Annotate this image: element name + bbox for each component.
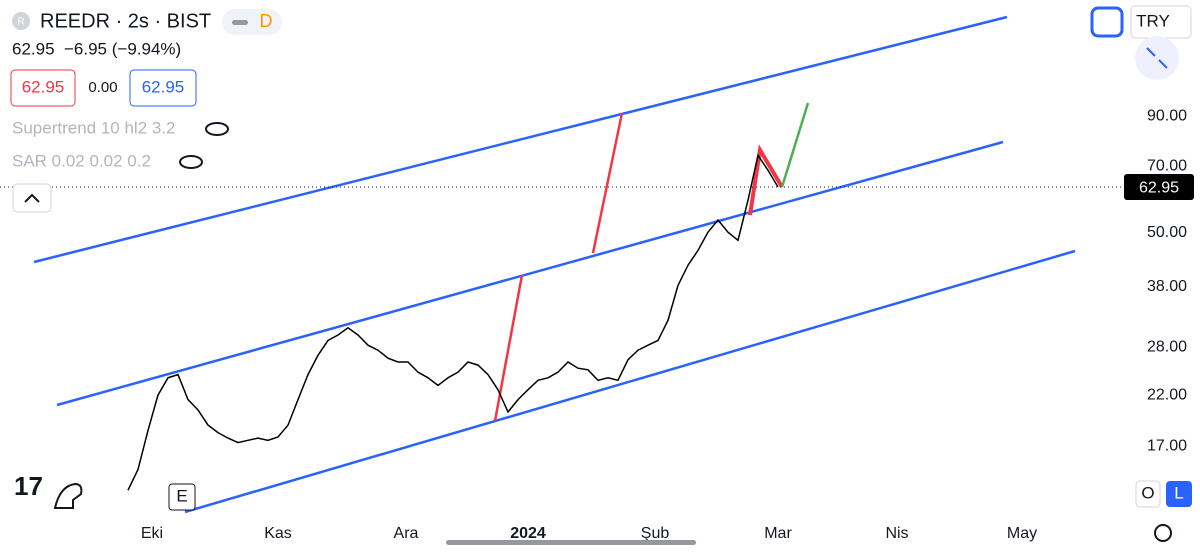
projection-line xyxy=(591,112,624,254)
plot: 17.00 22.00 28.00 38.00 50.00 70.00 90.00 Eki Ka… xyxy=(0,108,1194,542)
scrollbar[interactable] xyxy=(446,540,696,545)
ask: 62.95 xyxy=(142,77,185,96)
y-tick-label: 90.00 xyxy=(1147,108,1187,125)
compress-button[interactable] xyxy=(1135,36,1179,80)
badge: D xyxy=(260,11,273,31)
y-tick-label: 28.00 xyxy=(1147,339,1187,356)
mascot-icon xyxy=(53,482,83,509)
scale-label: E xyxy=(176,486,187,505)
compress-icon xyxy=(1146,47,1168,69)
chevron xyxy=(24,193,40,203)
x-tick-label: 2024 xyxy=(510,525,546,542)
tv-logo: 17 xyxy=(14,471,43,501)
spread: 0.00 xyxy=(88,79,117,96)
last-price-tag xyxy=(1124,174,1194,201)
hide-icon[interactable] xyxy=(205,122,229,136)
drawings xyxy=(33,15,1076,514)
symbol: REEDR · 2s · BIST xyxy=(40,10,211,32)
option: L xyxy=(1174,483,1183,502)
x-tick-label: Nis xyxy=(885,525,908,542)
indicator: Supertrend 10 hl2 3.2 xyxy=(12,118,176,137)
projection-line xyxy=(780,102,810,188)
change: −6.95 (−9.94%) xyxy=(64,39,181,58)
channel-line xyxy=(56,140,1004,407)
y-tick-label: 17.00 xyxy=(1147,437,1187,454)
x-tick-label: Mar xyxy=(764,525,792,542)
hide-icon[interactable] xyxy=(179,155,203,169)
bid-box[interactable] xyxy=(10,69,76,107)
x-tick-label: Eki xyxy=(141,525,163,542)
badge-bg[interactable] xyxy=(222,9,282,35)
price-line xyxy=(127,153,779,491)
y-tick-label: 38.00 xyxy=(1147,278,1187,295)
projection-line xyxy=(493,274,524,422)
x-tick-label: Şub xyxy=(641,525,670,542)
bid: 62.95 xyxy=(22,77,65,96)
collapse-button[interactable] xyxy=(12,183,52,213)
price: 62.95 xyxy=(12,39,55,58)
ask-box[interactable] xyxy=(129,69,197,107)
x-tick-label: Kas xyxy=(264,525,292,542)
logo xyxy=(12,12,30,30)
currency: TRY xyxy=(1136,11,1170,30)
channel-line xyxy=(184,249,1076,514)
logo-text: R xyxy=(17,17,24,28)
option-button[interactable] xyxy=(1166,481,1192,507)
x-tick-label: May xyxy=(1007,525,1037,542)
path-drawing xyxy=(748,144,784,216)
y-tick-label: 70.00 xyxy=(1147,157,1187,174)
scale-button[interactable] xyxy=(168,483,196,511)
channel-line xyxy=(33,15,1008,264)
y-tick-label: 22.00 xyxy=(1147,386,1187,403)
option-button[interactable] xyxy=(1135,480,1161,508)
option: O xyxy=(1141,483,1154,502)
indicator: SAR 0.02 0.02 0.2 xyxy=(12,151,151,170)
fullscreen-button[interactable] xyxy=(1090,6,1124,38)
last-price-label: 62.95 xyxy=(1139,179,1179,196)
x-tick-label: Ara xyxy=(394,525,419,542)
toggle-icon xyxy=(232,20,248,25)
settings-icon[interactable] xyxy=(1154,524,1172,542)
y-tick-label: 50.00 xyxy=(1147,224,1187,241)
